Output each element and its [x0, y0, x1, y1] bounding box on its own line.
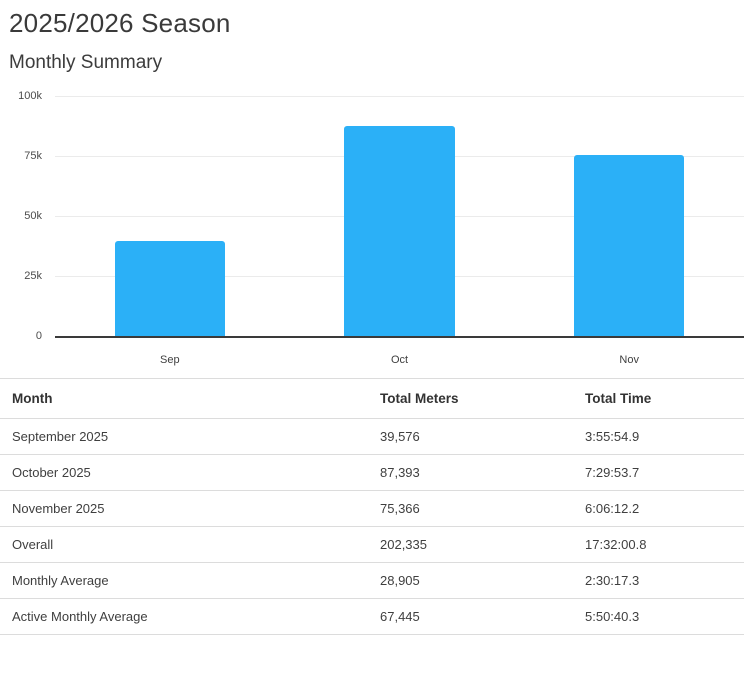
- month-cell: September 2025: [0, 418, 368, 455]
- table-row: Active Monthly Average 67,445 5:50:40.3: [0, 598, 744, 635]
- header-total-meters: Total Meters: [368, 378, 573, 419]
- bar-slot-sep: [55, 96, 285, 336]
- bar-nov[interactable]: [574, 155, 685, 336]
- x-axis-label-sep: Sep: [160, 354, 180, 366]
- bars-container: [55, 96, 744, 336]
- bar-oct[interactable]: [344, 126, 455, 336]
- total-time-cell: 7:29:53.7: [573, 454, 744, 491]
- total-meters-cell: 28,905: [368, 562, 573, 599]
- month-cell: October 2025: [0, 454, 368, 491]
- bar-slot-oct: [285, 96, 515, 336]
- table-row: October 2025 87,393 7:29:53.7: [0, 454, 744, 491]
- page: 2025/2026 Season Monthly Summary 100k 75…: [0, 7, 744, 635]
- section-title: Monthly Summary: [9, 52, 163, 73]
- chart-plot-area: 100k 75k 50k 25k 0: [18, 90, 744, 342]
- total-time-cell: 6:06:12.2: [573, 490, 744, 527]
- y-axis-tick-25k: 25k: [24, 270, 42, 282]
- total-time-cell: 3:55:54.9: [573, 418, 744, 455]
- monthly-summary-chart: 100k 75k 50k 25k 0 Sep Oct Nov: [0, 90, 744, 367]
- x-axis-label-nov: Nov: [619, 354, 639, 366]
- month-cell: November 2025: [0, 490, 368, 527]
- total-meters-cell: 87,393: [368, 454, 573, 491]
- page-title: 2025/2026 Season: [9, 8, 231, 38]
- table-row: Monthly Average 28,905 2:30:17.3: [0, 562, 744, 599]
- bar-slot-nov: [514, 96, 744, 336]
- table-header-row: Month Total Meters Total Time: [0, 378, 744, 419]
- total-meters-cell: 75,366: [368, 490, 573, 527]
- bar-sep[interactable]: [114, 241, 225, 336]
- y-axis-tick-75k: 75k: [24, 150, 42, 162]
- x-axis-labels: Sep Oct Nov: [55, 338, 744, 367]
- header-month: Month: [0, 378, 368, 419]
- table-row: Overall 202,335 17:32:00.8: [0, 526, 744, 563]
- y-axis-tick-0: 0: [35, 330, 42, 342]
- total-meters-cell: 39,576: [368, 418, 573, 455]
- table-row: September 2025 39,576 3:55:54.9: [0, 418, 744, 455]
- y-axis-tick-50k: 50k: [24, 210, 42, 222]
- month-cell: Monthly Average: [0, 562, 368, 599]
- y-axis-tick-100k: 100k: [18, 90, 42, 102]
- monthly-summary-table: Month Total Meters Total Time September …: [0, 378, 744, 635]
- x-axis-label-oct: Oct: [390, 354, 409, 366]
- total-time-cell: 5:50:40.3: [573, 598, 744, 635]
- table-row: November 2025 75,366 6:06:12.2: [0, 490, 744, 527]
- header-total-time: Total Time: [573, 378, 744, 419]
- total-meters-cell: 67,445: [368, 598, 573, 635]
- gridline-100k: [55, 96, 744, 97]
- total-meters-cell: 202,335: [368, 526, 573, 563]
- month-cell: Active Monthly Average: [0, 598, 368, 635]
- total-time-cell: 17:32:00.8: [573, 526, 744, 563]
- month-cell: Overall: [0, 526, 368, 563]
- total-time-cell: 2:30:17.3: [573, 562, 744, 599]
